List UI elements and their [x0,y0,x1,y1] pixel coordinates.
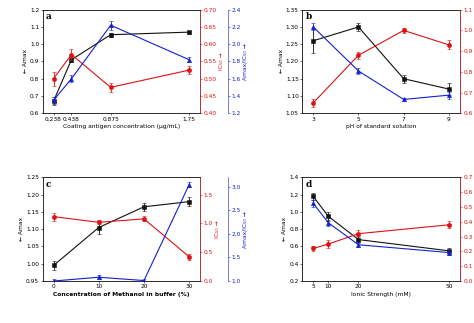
Y-axis label: IC₅₀ →: IC₅₀ → [219,53,224,70]
Text: a: a [46,12,52,21]
Y-axis label: ← Amax: ← Amax [279,49,284,73]
X-axis label: pH of standard solution: pH of standard solution [346,124,416,129]
X-axis label: Coating antigen concentration (μg/mL): Coating antigen concentration (μg/mL) [63,124,180,129]
Y-axis label: ← Amax: ← Amax [23,49,28,73]
Y-axis label: IC₅₀ →: IC₅₀ → [215,220,220,238]
Y-axis label: Amax/IC₅₀ →: Amax/IC₅₀ → [243,211,248,248]
X-axis label: Concentration of Methanol in buffer (%): Concentration of Methanol in buffer (%) [53,292,190,297]
Text: b: b [306,12,312,21]
Y-axis label: ← Amax: ← Amax [19,217,24,241]
Text: d: d [306,180,312,189]
Text: c: c [46,180,51,189]
Y-axis label: ← Amax: ← Amax [283,217,287,241]
Y-axis label: Amax/IC₅₀ →: Amax/IC₅₀ → [243,43,248,80]
X-axis label: Ionic Strength (mM): Ionic Strength (mM) [351,292,411,297]
